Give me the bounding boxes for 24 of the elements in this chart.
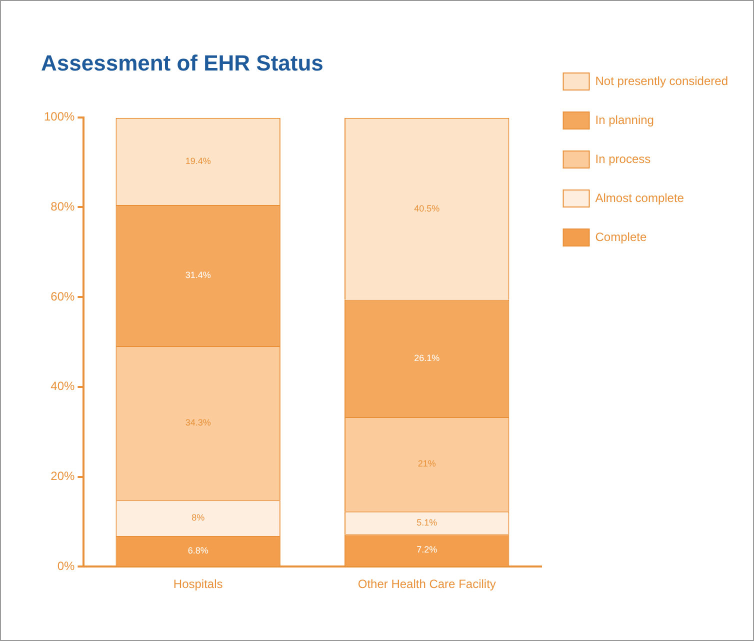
y-tick-label: 100% — [44, 110, 76, 124]
data-label: 31.4% — [185, 270, 211, 280]
data-label: 34.3% — [185, 418, 211, 428]
data-label: 6.8% — [188, 546, 208, 556]
y-tick-label: 20% — [50, 469, 76, 484]
legend-label: In planning — [595, 112, 654, 127]
legend-label: Almost complete — [595, 190, 684, 205]
y-tick-label: 40% — [50, 379, 76, 394]
legend-label: Not presently considered — [595, 74, 728, 88]
data-label: 21% — [418, 458, 436, 469]
legend-label: In process — [595, 152, 651, 166]
y-tick-label: 60% — [50, 289, 76, 304]
y-tick-label: 0% — [57, 558, 76, 573]
data-label: 40.5% — [414, 203, 440, 214]
legend-label: Complete — [595, 230, 647, 244]
data-label: 19.4% — [185, 156, 211, 166]
data-label: 5.1% — [416, 517, 438, 528]
chart-title: Assessment of EHR Status — [41, 50, 324, 76]
x-tick-label: Other Health Care Facility — [358, 577, 496, 592]
data-label: 8% — [192, 512, 205, 523]
x-tick-label: Hospitals — [173, 577, 223, 592]
data-label: 7.2% — [416, 544, 438, 555]
y-tick-label: 80% — [50, 200, 76, 214]
data-label: 26.1% — [414, 352, 440, 363]
